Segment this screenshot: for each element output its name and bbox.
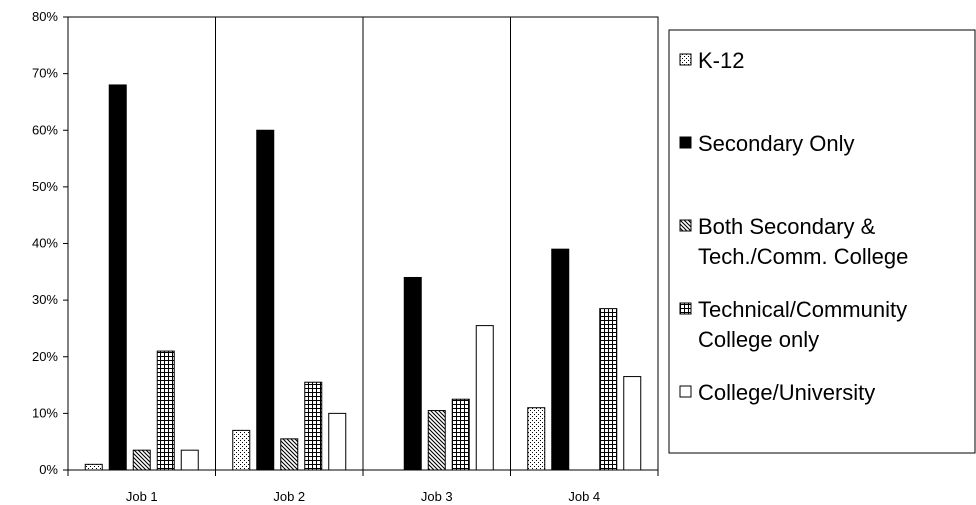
bar-technical-community-college-only-job-1 <box>156 350 175 471</box>
legend-box <box>668 29 976 454</box>
bar-college-university-job-3 <box>475 325 494 471</box>
x-tick-label-job-4: Job 4 <box>568 489 600 504</box>
legend-swatch-k-12 <box>679 53 692 66</box>
bar-college-university-job-4 <box>623 376 642 471</box>
legend-label-k-12: K-12 <box>698 48 744 73</box>
legend-label-secondary-only: Secondary Only <box>698 131 855 156</box>
legend-label-college-university: College/University <box>698 380 875 405</box>
legend-swatch-both-secondary-tech-comm-college <box>679 219 692 232</box>
bar-both-secondary-tech-comm-college-job-3 <box>427 410 446 471</box>
bar-technical-community-college-only-job-3 <box>451 398 470 471</box>
bar-k-12-job-4 <box>527 407 546 471</box>
bar-secondary-only-job-2 <box>256 129 275 471</box>
bar-k-12-job-1 <box>84 463 103 471</box>
bar-secondary-only-job-1 <box>108 84 127 471</box>
y-tick-label: 10% <box>32 405 58 420</box>
legend: K-12 Secondary Only Both Secondary & Tech./… <box>668 29 976 454</box>
bar-college-university-job-2 <box>328 412 347 471</box>
x-tick-label-job-1: Job 1 <box>126 489 158 504</box>
legend-label-technical-community-college-only: College only <box>698 327 819 352</box>
y-tick-label: 80% <box>32 9 58 24</box>
y-tick-label: 20% <box>32 349 58 364</box>
y-tick-label: 30% <box>32 292 58 307</box>
x-tick-label-job-3: Job 3 <box>421 489 453 504</box>
legend-label-technical-community-college-only: Technical/Community <box>698 297 907 322</box>
legend-label-both-secondary-tech-comm-college: Tech./Comm. College <box>698 244 908 269</box>
y-tick-label: 60% <box>32 122 58 137</box>
bar-technical-community-college-only-job-4 <box>599 308 618 471</box>
y-tick-label: 70% <box>32 66 58 81</box>
plot-area: 0% 10% 20% 30% 40% 50% 60% 70% 80% Job 1 Job 2 Job … <box>32 9 659 504</box>
bar-both-secondary-tech-comm-college-job-2 <box>280 438 299 471</box>
y-tick-label: 40% <box>32 236 58 251</box>
bar-both-secondary-tech-comm-college-job-1 <box>132 449 151 471</box>
bar-college-university-job-1 <box>180 449 199 471</box>
legend-swatch-college-university <box>679 385 692 398</box>
x-tick-label-job-2: Job 2 <box>273 489 305 504</box>
bar-technical-community-college-only-job-2 <box>304 381 323 471</box>
bar-secondary-only-job-4 <box>551 248 570 471</box>
legend-swatch-secondary-only <box>679 136 692 149</box>
y-tick-label: 0% <box>39 462 58 477</box>
y-tick-label: 50% <box>32 179 58 194</box>
bar-k-12-job-2 <box>232 429 251 471</box>
legend-label-both-secondary-tech-comm-college: Both Secondary & <box>698 214 876 239</box>
bar-secondary-only-job-3 <box>403 276 422 471</box>
legend-swatch-technical-community-college-only <box>679 302 692 315</box>
